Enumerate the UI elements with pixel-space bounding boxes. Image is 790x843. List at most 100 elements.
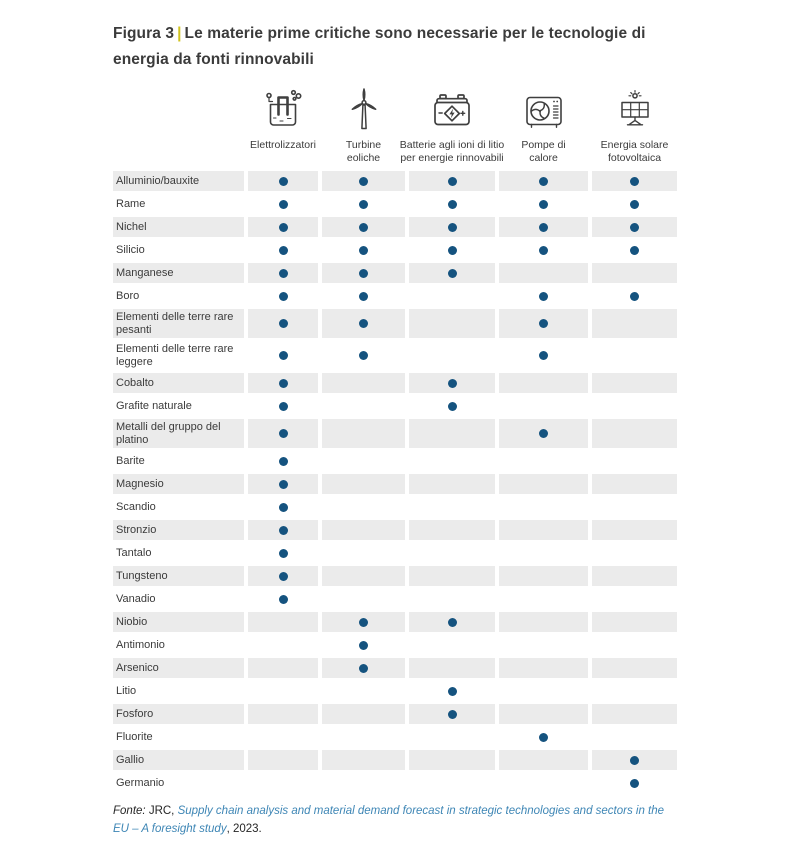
dot-cell: [248, 309, 318, 338]
dot-cell: [592, 773, 677, 793]
column-label: Energia solare fotovoltaica: [600, 139, 669, 164]
dot-cell: [592, 309, 677, 338]
dot-cell: [409, 217, 495, 237]
dot-cell: [322, 635, 405, 655]
column-header-turbine-eoliche: Turbine eoliche: [322, 83, 405, 165]
material-required-dot: [447, 401, 457, 411]
dot-cell: [409, 474, 495, 494]
dot-cell: [322, 681, 405, 701]
dot-cell: [499, 681, 588, 701]
material-required-dot: [539, 732, 548, 742]
table-row: Litio: [113, 681, 677, 701]
dot-cell: [592, 240, 677, 260]
dot-cell: [322, 658, 405, 678]
dot-cell: [499, 451, 588, 471]
table-row: Magnesio: [113, 474, 677, 494]
title-separator-bar: |: [177, 25, 182, 42]
row-label: Elementi delle terre rare leggere: [116, 343, 234, 368]
table-row: Tantalo: [113, 543, 677, 563]
table-row: Alluminio/bauxite: [113, 171, 677, 191]
dot-cell: [248, 543, 318, 563]
material-required-dot: [278, 268, 288, 278]
dot-cell: [322, 217, 405, 237]
dot-cell: [592, 543, 677, 563]
dot-cell: [322, 497, 405, 517]
source-title-link[interactable]: Supply chain analysis and material deman…: [113, 805, 665, 835]
material-required-dot: [359, 640, 368, 650]
lithium-battery-icon: [425, 83, 479, 133]
dot-cell: [592, 373, 677, 393]
dot-cell: [409, 681, 495, 701]
dot-cell: [322, 773, 405, 793]
material-required-dot: [278, 401, 288, 411]
dot-cell: [499, 309, 588, 338]
dot-cell: [322, 543, 405, 563]
material-required-dot: [359, 222, 368, 232]
wind-turbine-icon: [341, 83, 387, 133]
dot-cell: [322, 309, 405, 338]
dot-cell: [322, 263, 405, 283]
material-required-dot: [630, 199, 639, 209]
dot-cell: [499, 566, 588, 586]
material-required-dot: [630, 291, 639, 301]
material-required-dot: [630, 176, 639, 186]
material-required-dot: [359, 245, 368, 255]
electrolyzer-icon: [260, 83, 306, 133]
table-row: Antimonio: [113, 635, 677, 655]
material-required-dot: [539, 176, 548, 186]
row-label: Fosforo: [113, 704, 244, 724]
column-headers: Elettrolizzatori Turbine eoliche: [113, 83, 677, 165]
dot-cell: [248, 704, 318, 724]
materials-technology-matrix: Elettrolizzatori Turbine eoliche: [113, 83, 677, 793]
dot-cell: [499, 727, 588, 747]
dot-cell: [322, 194, 405, 214]
dot-cell: [499, 217, 588, 237]
dot-cell: [322, 566, 405, 586]
dot-cell: [592, 635, 677, 655]
material-required-dot: [630, 755, 639, 765]
dot-cell: [322, 396, 405, 416]
material-required-dot: [539, 351, 548, 360]
row-label: Antimonio: [116, 638, 165, 651]
dot-cell: [248, 171, 318, 191]
material-required-dot: [278, 456, 288, 466]
row-label: Metalli del gruppo del platino: [113, 419, 244, 448]
dot-cell: [409, 263, 495, 283]
row-label: Vanadio: [116, 592, 156, 605]
dot-cell: [409, 773, 495, 793]
dot-cell: [322, 474, 405, 494]
dot-cell: [409, 396, 495, 416]
row-label: Stronzio: [113, 520, 244, 540]
dot-cell: [409, 750, 495, 770]
material-required-dot: [359, 176, 368, 186]
dot-cell: [499, 373, 588, 393]
dot-cell: [248, 727, 318, 747]
dot-cell: [592, 612, 677, 632]
material-required-dot: [630, 245, 639, 255]
material-required-dot: [447, 222, 457, 232]
source-year: , 2023.: [226, 823, 262, 835]
dot-cell: [499, 474, 588, 494]
dot-cell: [322, 240, 405, 260]
table-row: Nichel: [113, 217, 677, 237]
dot-cell: [322, 520, 405, 540]
material-required-dot: [447, 686, 457, 696]
row-label: Litio: [116, 684, 137, 697]
dot-cell: [409, 286, 495, 306]
dot-cell: [248, 612, 318, 632]
source-note: Fonte: JRC, Supply chain analysis and ma…: [113, 802, 677, 838]
dot-cell: [248, 589, 318, 609]
table-row: Vanadio: [113, 589, 677, 609]
table-row: Boro: [113, 286, 677, 306]
table-row: Germanio: [113, 773, 677, 793]
dot-cell: [592, 727, 677, 747]
dot-cell: [592, 217, 677, 237]
row-label: Alluminio/bauxite: [113, 171, 244, 191]
row-label: Cobalto: [113, 373, 244, 393]
dot-cell: [409, 451, 495, 471]
dot-cell: [499, 497, 588, 517]
table-row: Barite: [113, 451, 677, 471]
dot-cell: [248, 451, 318, 471]
dot-cell: [409, 373, 495, 393]
figure-title: Figura 3 | Le materie prime critiche sono …: [113, 21, 677, 73]
